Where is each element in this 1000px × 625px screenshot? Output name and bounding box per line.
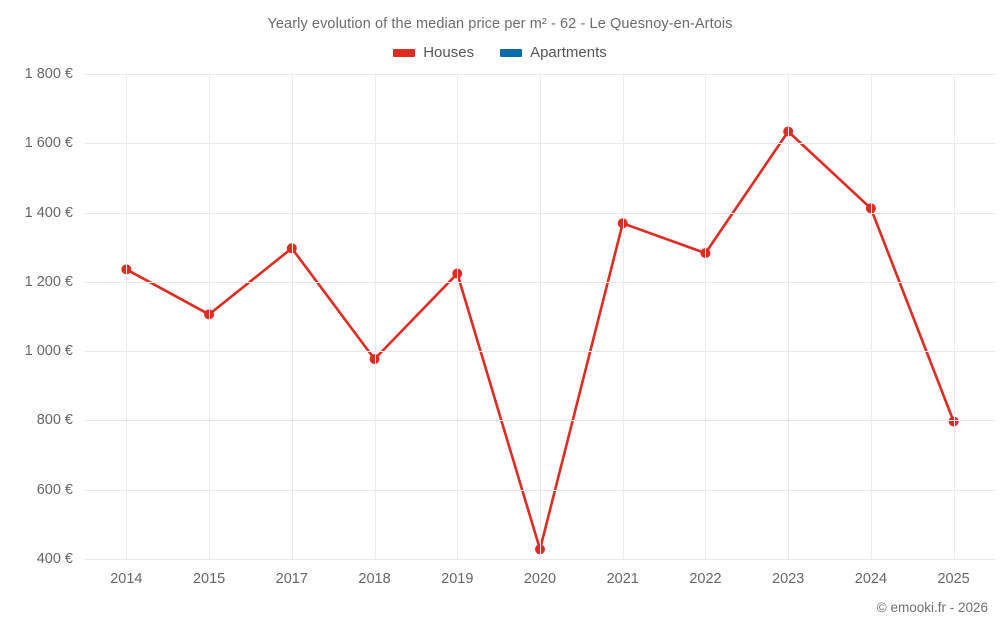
y-axis-tick-label: 1 400 €: [24, 204, 73, 221]
legend-color-swatch-apartments: [500, 48, 523, 57]
plot-area: 400 € 600 € 800 € 1 000 € 1 200 € 1 400 € 1 60…: [25, 66, 995, 587]
x-gridline: [291, 74, 293, 559]
x-axis-tick-label: 2025: [937, 571, 970, 587]
y-axis-tick-label: 400 €: [36, 551, 73, 567]
copyright-footer: © emooki.fr - 2026: [876, 600, 988, 615]
x-axis-tick-label: 2022: [689, 571, 722, 587]
y-axis-tick-label: 800 €: [36, 412, 73, 429]
chart-legend: Houses Apartments: [0, 45, 1000, 60]
x-gridline: [870, 74, 872, 559]
x-gridline: [457, 74, 459, 559]
y-axis-tick-label: 1 800 €: [24, 66, 73, 82]
chart-title: Yearly evolution of the median price per…: [267, 16, 733, 32]
x-gridline: [374, 74, 376, 559]
y-axis-tick-label: 600 €: [36, 481, 73, 498]
x-axis-tick-label: 2014: [110, 571, 143, 587]
legend-item-houses[interactable]: Houses: [393, 45, 474, 60]
x-gridline: [622, 74, 624, 559]
x-axis-tick-label: 2017: [275, 571, 308, 587]
x-axis-tick-label: 2015: [192, 571, 226, 587]
y-axis-tick-label: 1 000 €: [24, 343, 73, 360]
x-axis-tick-label: 2021: [606, 571, 639, 587]
x-axis-tick-label: 2023: [772, 571, 805, 587]
x-gridline: [705, 74, 707, 559]
legend-item-apartments[interactable]: Apartments: [500, 45, 607, 60]
x-gridline: [953, 74, 955, 559]
x-axis-tick-label: 2020: [523, 571, 557, 587]
x-axis-tick-label: 2018: [358, 571, 391, 587]
x-gridline: [126, 74, 128, 559]
x-gridline: [540, 74, 541, 559]
x-axis-tick-label: 2024: [854, 571, 888, 587]
x-gridline: [788, 74, 790, 559]
legend-color-swatch-houses: [393, 48, 416, 57]
legend-label-apartments: Apartments: [530, 44, 607, 61]
x-gridline: [209, 74, 211, 559]
y-axis-tick-label: 1 200 €: [24, 273, 73, 290]
legend-label-houses: Houses: [423, 44, 475, 61]
y-gridline: [85, 559, 995, 560]
x-axis-tick-label: 2019: [441, 571, 474, 587]
y-axis-tick-label: 1 600 €: [24, 135, 73, 152]
